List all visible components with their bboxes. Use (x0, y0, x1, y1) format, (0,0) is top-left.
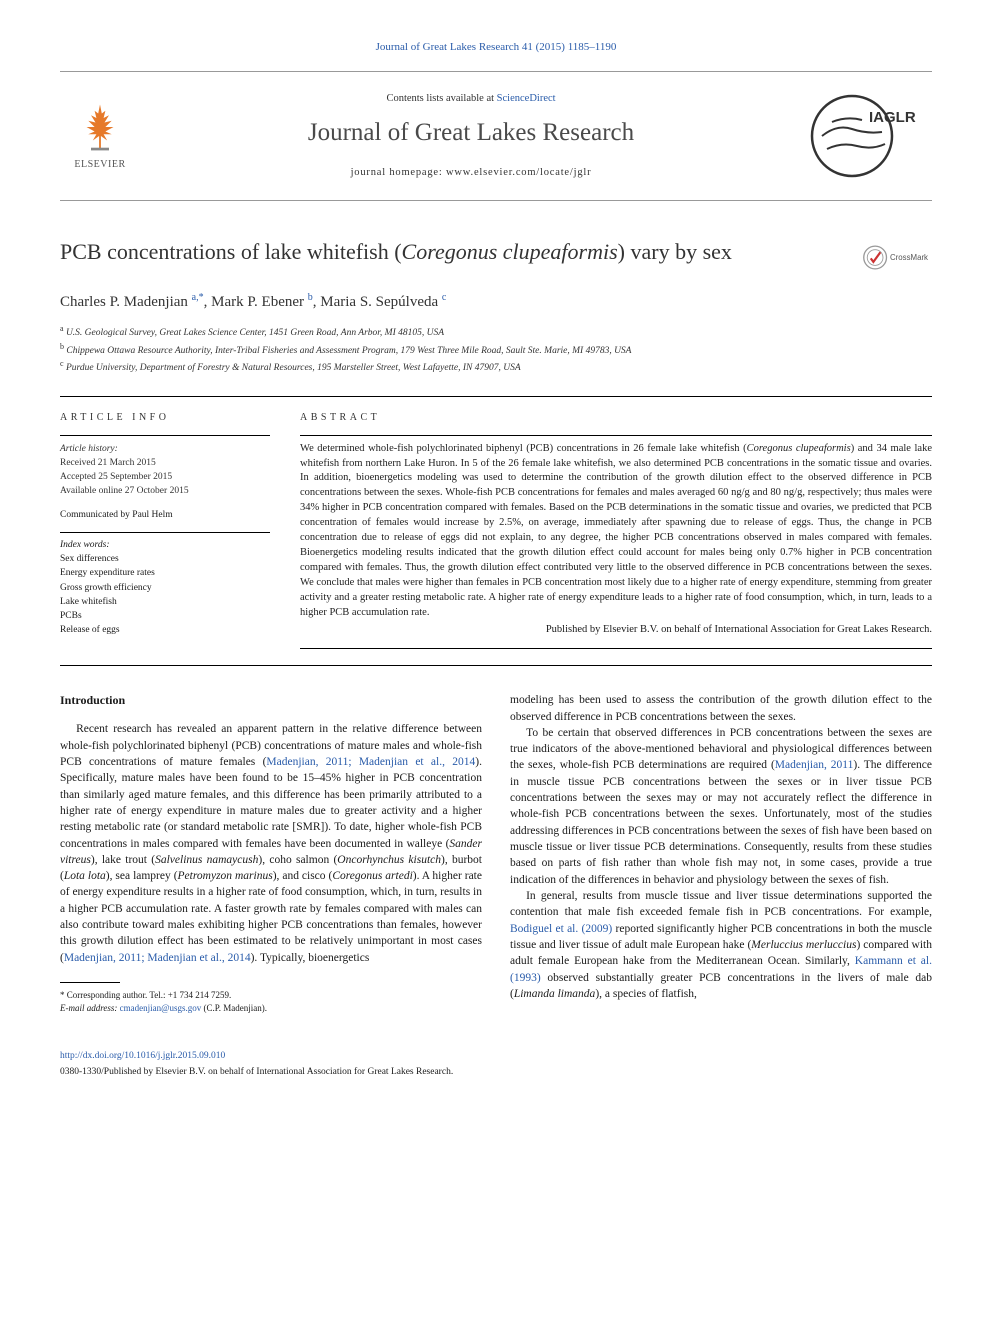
intro-paragraph-1-cont: modeling has been used to assess the con… (510, 692, 932, 725)
intro-paragraph-3: In general, results from muscle tissue a… (510, 888, 932, 1002)
affiliation-c: Purdue University, Department of Forestr… (66, 363, 521, 373)
abstract-publisher: Published by Elsevier B.V. on behalf of … (300, 623, 932, 638)
citation[interactable]: Madenjian, 2011; Madenjian et al., 2014 (64, 952, 251, 964)
index-words-label: Index words: (60, 539, 270, 552)
intro-paragraph-2: To be certain that observed differences … (510, 725, 932, 888)
author-1: Charles P. Madenjian (60, 294, 192, 310)
article-info-label: article info (60, 411, 270, 425)
citation[interactable]: Madenjian, 2011 (775, 759, 854, 771)
citation[interactable]: Bodiguel et al. (2009) (510, 923, 612, 935)
intro-paragraph-1: Recent research has revealed an apparent… (60, 721, 482, 966)
homepage-prefix: journal homepage: (351, 167, 446, 178)
elsevier-tree-icon (73, 100, 127, 154)
introduction-heading: Introduction (60, 692, 482, 709)
abstract-post: ) and 34 male lake whitefish from northe… (300, 443, 932, 618)
abstract-label: abstract (300, 411, 932, 425)
title-species: Coregonus clupeaformis (402, 239, 618, 264)
meta-divider-3 (300, 435, 932, 436)
elsevier-text: ELSEVIER (74, 158, 125, 172)
divider-bottom (60, 665, 932, 666)
abstract-text: We determined whole-fish polychlorinated… (300, 442, 932, 621)
svg-text:IAGLR: IAGLR (869, 109, 916, 126)
accepted-date: Accepted 25 September 2015 (60, 470, 270, 484)
keyword: Sex differences (60, 552, 270, 566)
authors-line: Charles P. Madenjian a,*, Mark P. Ebener… (60, 291, 932, 313)
article-title: PCB concentrations of lake whitefish (Co… (60, 237, 932, 277)
divider-top (60, 396, 932, 397)
homepage-url[interactable]: www.elsevier.com/locate/jglr (446, 167, 591, 178)
title-prefix: PCB concentrations of lake whitefish ( (60, 239, 402, 264)
keyword: Release of eggs (60, 623, 270, 637)
keyword: PCBs (60, 609, 270, 623)
issn-line: 0380-1330/Published by Elsevier B.V. on … (60, 1066, 932, 1079)
corr-email[interactable]: cmadenjian@usgs.gov (120, 1003, 202, 1013)
title-suffix: ) vary by sex (618, 239, 732, 264)
corresponding-author-footnote: * Corresponding author. Tel.: +1 734 214… (60, 989, 482, 1014)
footnote-separator (60, 982, 120, 983)
body-column-left: Introduction Recent research has reveale… (60, 692, 482, 1014)
email-suffix: (C.P. Madenjian). (201, 1003, 267, 1013)
doi-link[interactable]: http://dx.doi.org/10.1016/j.jglr.2015.09… (60, 1051, 225, 1061)
received-date: Received 21 March 2015 (60, 456, 270, 470)
homepage-line: journal homepage: www.elsevier.com/locat… (152, 166, 790, 181)
body-columns: Introduction Recent research has reveale… (60, 692, 932, 1014)
keyword: Energy expenditure rates (60, 566, 270, 580)
meta-divider-1 (60, 435, 270, 436)
article-info-column: article info Article history: Received 2… (60, 411, 270, 656)
sciencedirect-link[interactable]: ScienceDirect (497, 93, 556, 104)
article-history-label: Article history: (60, 442, 270, 456)
crossmark-icon: CrossMark (862, 240, 932, 275)
keyword: Gross growth efficiency (60, 581, 270, 595)
iaglr-logo: IAGLR (802, 86, 932, 186)
affiliation-b: Chippewa Ottawa Resource Authority, Inte… (66, 346, 631, 356)
abstract-species: Coregonus clupeaformis (747, 443, 851, 454)
index-words: Sex differences Energy expenditure rates… (60, 552, 270, 638)
author-3-affil: c (442, 292, 446, 303)
contents-line: Contents lists available at ScienceDirec… (152, 92, 790, 107)
meta-divider-2 (60, 532, 270, 533)
keyword: Lake whitefish (60, 595, 270, 609)
corr-tel: * Corresponding author. Tel.: +1 734 214… (60, 989, 482, 1002)
contents-prefix: Contents lists available at (386, 93, 496, 104)
email-label: E-mail address: (60, 1003, 120, 1013)
page-footer: http://dx.doi.org/10.1016/j.jglr.2015.09… (60, 1050, 932, 1079)
author-2: , Mark P. Ebener (204, 294, 308, 310)
journal-reference: Journal of Great Lakes Research 41 (2015… (60, 40, 932, 55)
author-3: , Maria S. Sepúlveda (313, 294, 442, 310)
communicated-by: Communicated by Paul Helm (60, 509, 270, 522)
journal-header: ELSEVIER Contents lists available at Sci… (60, 71, 932, 201)
crossmark-badge[interactable]: CrossMark (862, 237, 932, 277)
online-date: Available online 27 October 2015 (60, 484, 270, 498)
author-1-affil: a, (192, 292, 199, 303)
body-column-right: modeling has been used to assess the con… (510, 692, 932, 1014)
affiliation-a: U.S. Geological Survey, Great Lakes Scie… (66, 329, 444, 339)
abstract-column: abstract We determined whole-fish polych… (300, 411, 932, 656)
meta-divider-4 (300, 648, 932, 649)
svg-text:CrossMark: CrossMark (890, 253, 928, 262)
journal-title: Journal of Great Lakes Research (152, 115, 790, 150)
iaglr-icon: IAGLR (807, 94, 927, 179)
elsevier-logo: ELSEVIER (60, 91, 140, 181)
affiliations: a U.S. Geological Survey, Great Lakes Sc… (60, 323, 932, 375)
citation[interactable]: Madenjian, 2011; Madenjian et al., 2014 (266, 756, 475, 768)
abstract-pre: We determined whole-fish polychlorinated… (300, 443, 747, 454)
